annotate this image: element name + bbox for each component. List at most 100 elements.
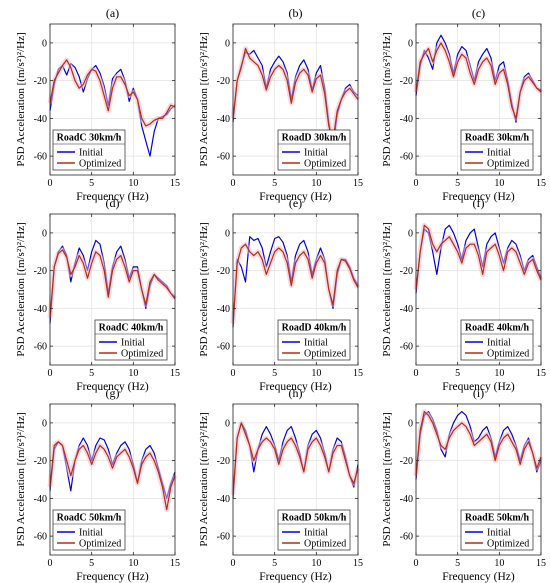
x-tick-label: 15: [536, 558, 546, 569]
legend-label-optimized: Optimized: [487, 539, 529, 550]
panel-label: (e): [289, 196, 302, 210]
subplot-h: 0 5 10 15 -60 -40 -20 0 (h) Frequency (Hz) PSD Acc…: [198, 386, 363, 583]
x-tick-label: 0: [48, 558, 53, 569]
legend-label-initial: Initial: [304, 148, 328, 159]
series-line-initial: [415, 224, 542, 294]
y-tick-label: -20: [217, 266, 230, 277]
y-tick-label: -20: [400, 76, 413, 87]
x-tick-label: 15: [353, 558, 363, 569]
y-tick-label: 0: [225, 38, 230, 49]
panel-label: (b): [289, 6, 303, 20]
axes-box: [415, 403, 542, 556]
legend-title: RoadC 50km/h: [57, 513, 122, 524]
legend-label-optimized: Optimized: [121, 349, 163, 360]
x-axis-label: Frequency (Hz): [259, 571, 332, 583]
y-axis-label: PSD Acceleration [(m/s²)²/Hz]: [15, 222, 27, 356]
panel-label: (h): [289, 386, 303, 400]
x-axis-label: Frequency (Hz): [76, 191, 149, 203]
y-axis-label: PSD Acceleration [(m/s²)²/Hz]: [381, 32, 393, 166]
x-tick-label: 10: [128, 558, 138, 569]
y-tick-label: -40: [400, 304, 413, 315]
y-tick-label: -60: [217, 152, 230, 163]
x-tick-label: 10: [311, 558, 321, 569]
y-tick-label: -60: [400, 342, 413, 353]
legend-label-optimized: Optimized: [304, 159, 346, 170]
axes-box: [49, 213, 176, 366]
panel-label: (f): [473, 196, 485, 210]
x-tick-label: 15: [170, 558, 180, 569]
legend-label-optimized: Optimized: [79, 539, 121, 550]
x-axis-label: Frequency (Hz): [76, 571, 149, 583]
y-tick-label: -20: [34, 456, 47, 467]
y-tick-label: -40: [217, 304, 230, 315]
legend-box: [460, 509, 534, 551]
x-tick-label: 5: [455, 178, 460, 189]
y-tick-label: 0: [408, 418, 413, 429]
x-tick-label: 5: [455, 368, 460, 379]
y-tick-label: -20: [217, 76, 230, 87]
legend-label-initial: Initial: [121, 338, 145, 349]
x-tick-label: 5: [89, 368, 94, 379]
series-line-optimized: [415, 42, 542, 119]
y-tick-label: 0: [225, 228, 230, 239]
series-line-optimized: [232, 47, 359, 142]
subplot-b: 0 5 10 15 -60 -40 -20 0 (b) Frequency (Hz) PSD Acc…: [198, 6, 363, 203]
subplot-i: 0 5 10 15 -60 -40 -20 0 (i) Frequency (Hz) PSD Acc…: [381, 386, 546, 583]
y-tick-label: -60: [34, 152, 47, 163]
y-tick-label: -60: [400, 532, 413, 543]
y-tick-label: -60: [34, 532, 47, 543]
x-axis-label: Frequency (Hz): [76, 381, 149, 393]
y-axis-label: PSD Acceleration [(m/s²)²/Hz]: [381, 222, 393, 356]
legend-title: RoadD 50km/h: [282, 513, 347, 524]
legend-label-initial: Initial: [487, 528, 511, 539]
series-line-optimized: [232, 243, 359, 324]
y-axis-label: PSD Acceleration [(m/s²)²/Hz]: [198, 222, 210, 356]
panel-label: (g): [106, 386, 120, 400]
axes-box: [49, 23, 176, 176]
x-axis-label: Frequency (Hz): [442, 571, 515, 583]
y-tick-label: -20: [34, 266, 47, 277]
y-tick-label: -40: [34, 114, 47, 125]
y-axis-label: PSD Acceleration [(m/s²)²/Hz]: [15, 32, 27, 166]
x-tick-label: 5: [89, 178, 94, 189]
panel-label: (i): [473, 386, 484, 400]
x-tick-label: 0: [231, 558, 236, 569]
subplot-g: 0 5 10 15 -60 -40 -20 0 (g) Frequency (Hz) PSD Acc…: [15, 386, 180, 583]
x-tick-label: 15: [353, 178, 363, 189]
x-tick-label: 0: [231, 368, 236, 379]
y-tick-label: -20: [400, 266, 413, 277]
y-tick-label: -40: [34, 494, 47, 505]
legend-title: RoadE 30km/h: [465, 133, 530, 144]
axes-box: [232, 23, 359, 176]
legend-title: RoadC 30km/h: [57, 133, 122, 144]
legend-label-initial: Initial: [79, 148, 103, 159]
subplot-f: 0 5 10 15 -60 -40 -20 0 (f) Frequency (Hz) PSD Acc…: [381, 196, 546, 393]
legend-title: RoadD 30km/h: [282, 133, 347, 144]
legend-box: [52, 509, 126, 551]
legend-title: RoadC 40km/h: [99, 323, 164, 334]
y-tick-label: -40: [217, 494, 230, 505]
legend-label-optimized: Optimized: [487, 349, 529, 360]
y-tick-label: -60: [34, 342, 47, 353]
series-line-optimized: [49, 441, 176, 511]
series-line-optimized: [232, 422, 359, 495]
x-tick-label: 10: [311, 368, 321, 379]
legend-label-initial: Initial: [487, 338, 511, 349]
x-tick-label: 0: [414, 178, 419, 189]
subplot-c: 0 5 10 15 -60 -40 -20 0 (c) Frequency (Hz) PSD Acc…: [381, 6, 546, 203]
legend-label-optimized: Optimized: [304, 349, 346, 360]
y-tick-label: -40: [400, 494, 413, 505]
x-tick-label: 10: [494, 368, 504, 379]
axes-box: [232, 213, 359, 366]
x-tick-label: 10: [311, 178, 321, 189]
subplot-a: 0 5 10 15 -60 -40 -20 0 (a) Frequency (Hz) PSD Acc…: [15, 6, 180, 203]
y-tick-label: -60: [217, 532, 230, 543]
x-tick-label: 0: [414, 558, 419, 569]
